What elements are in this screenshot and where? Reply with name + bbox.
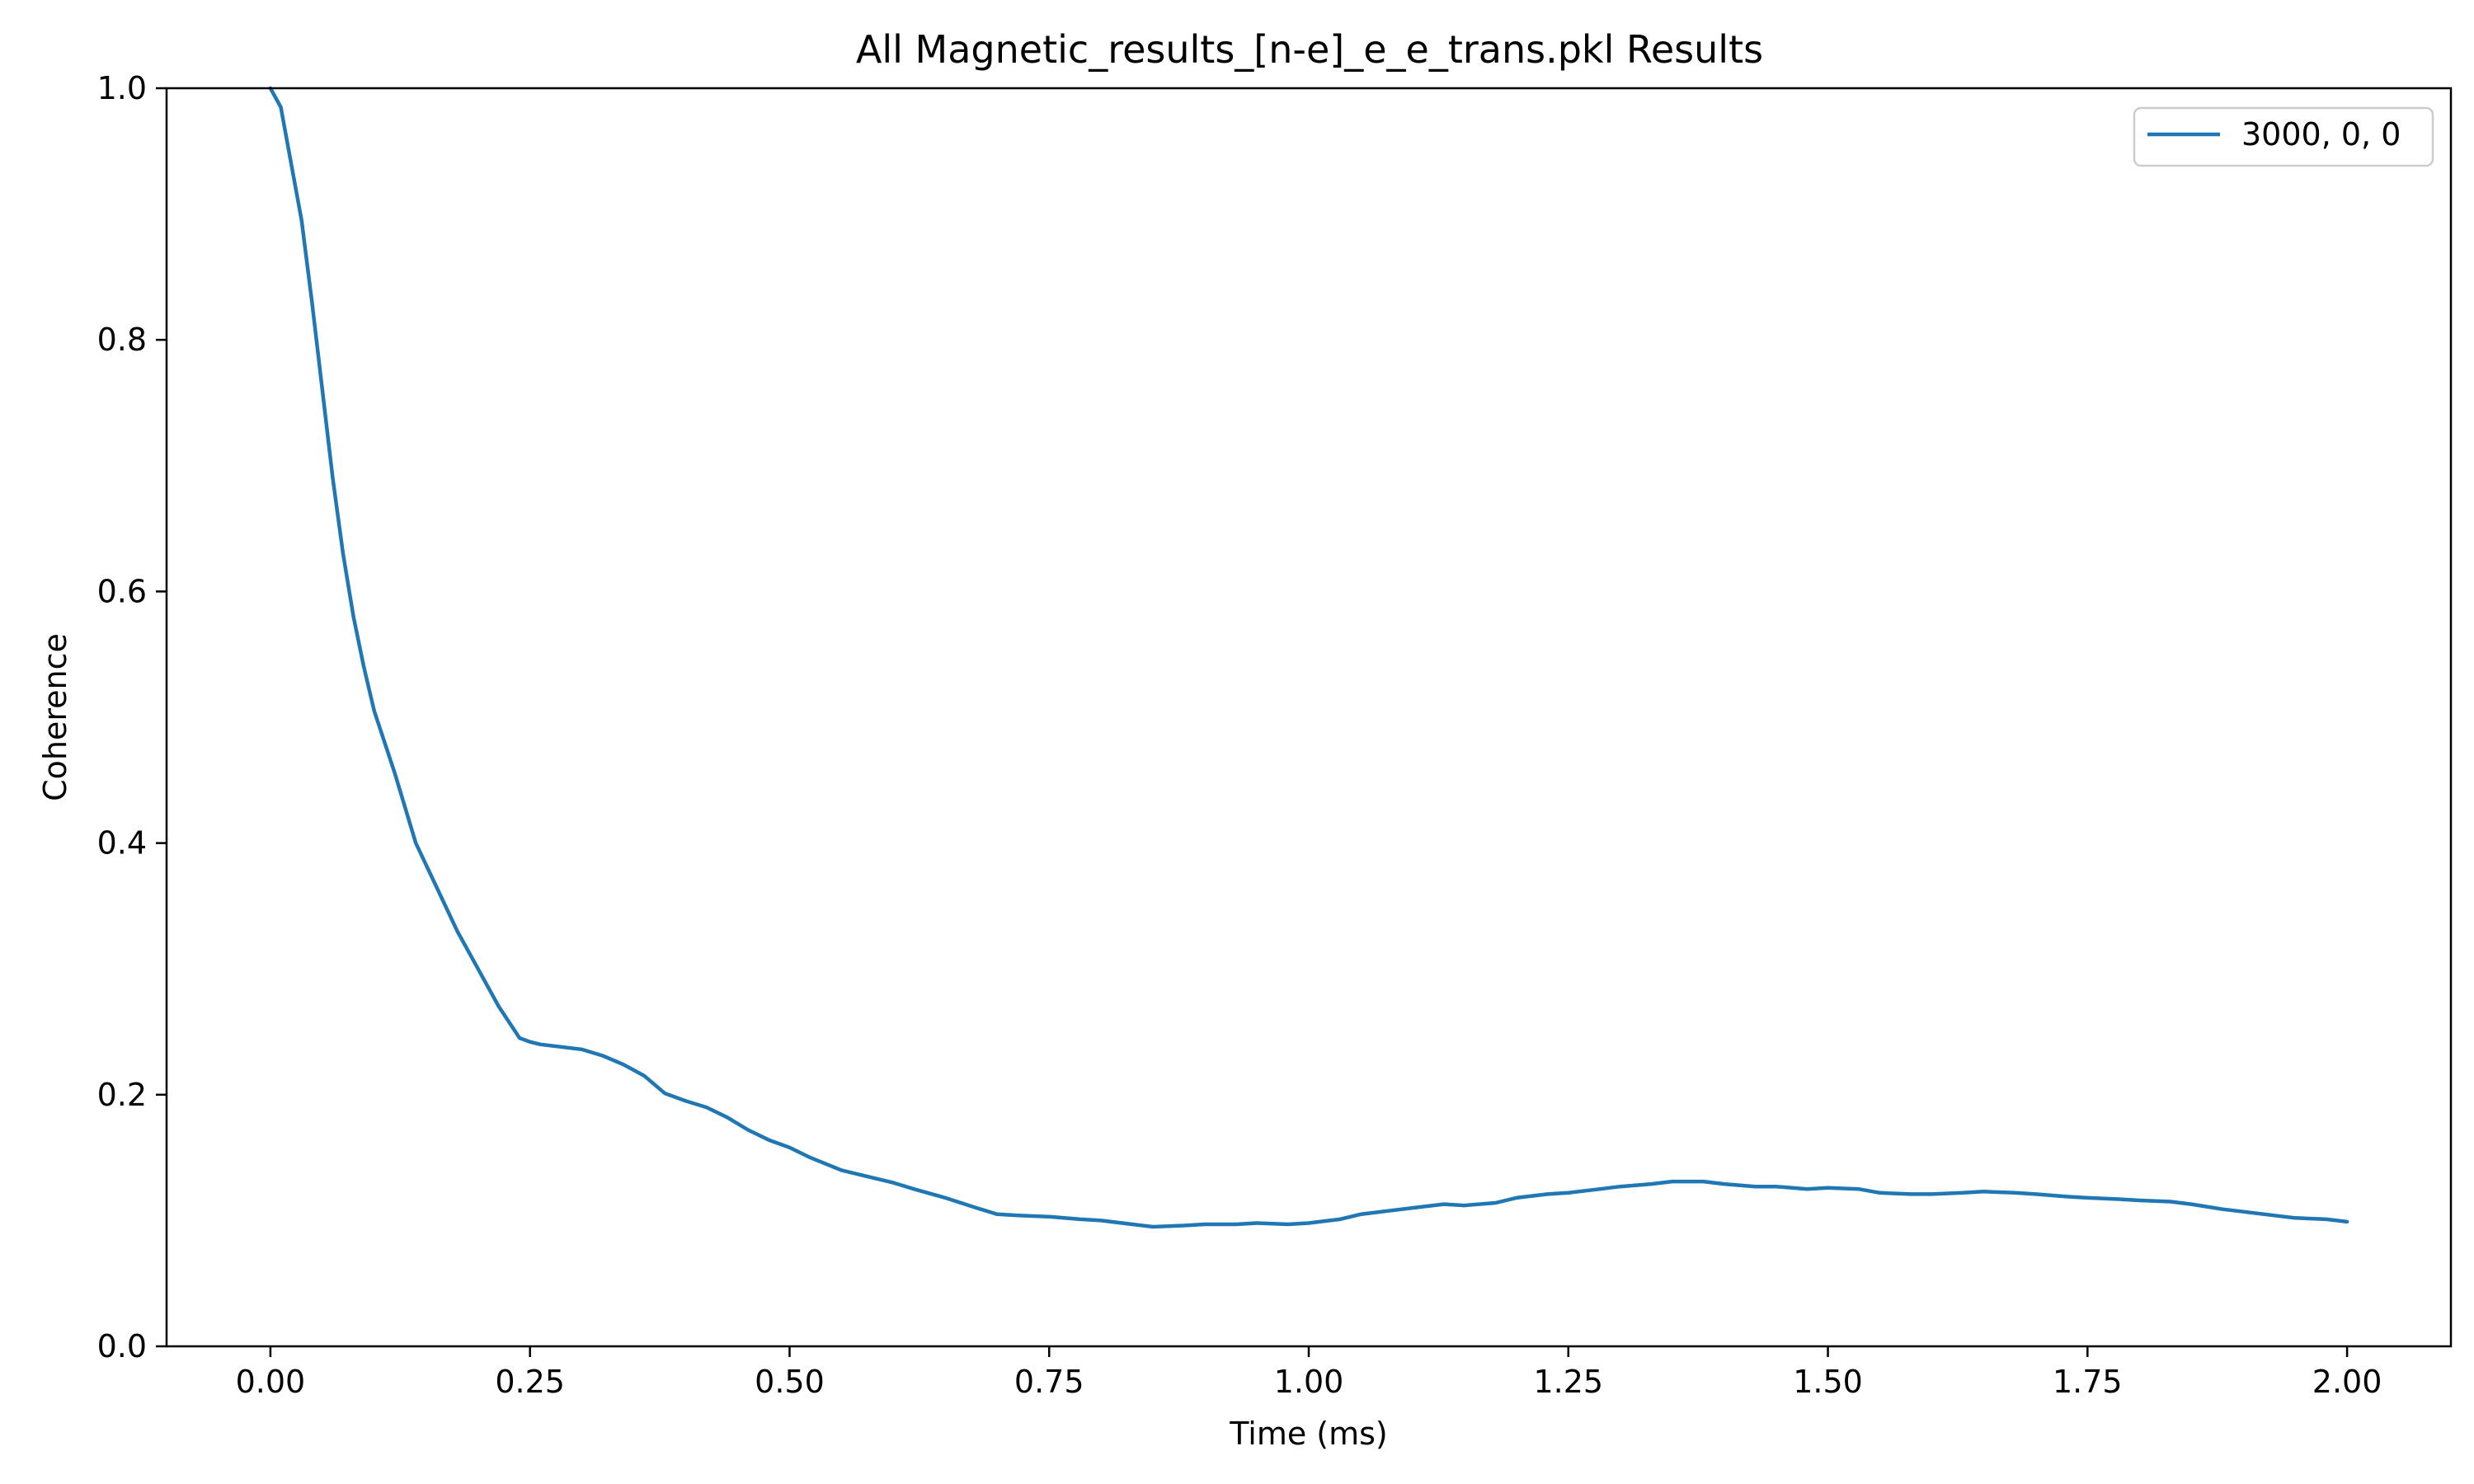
y-tick-label: 1.0	[97, 70, 147, 106]
legend-label: 3000, 0, 0	[2241, 116, 2401, 153]
y-tick-label: 0.8	[97, 322, 147, 358]
x-tick-label: 1.25	[1533, 1364, 1603, 1400]
legend-box	[2133, 106, 2434, 167]
y-tick-label: 0.0	[97, 1328, 147, 1364]
x-tick-label: 0.75	[1014, 1364, 1084, 1400]
plot-area	[268, 86, 2349, 1229]
axes-frame	[165, 87, 2453, 1348]
series-line-3000-0-0	[268, 86, 2349, 1229]
chart-title: All Magnetic_results_[n-e]_e_e_trans.pkl…	[856, 27, 1763, 72]
y-tick-label: 0.6	[97, 573, 147, 609]
legend: 3000, 0, 0	[2133, 106, 2434, 167]
x-tick-label: 2.00	[2312, 1364, 2382, 1400]
x-tick-label: 1.75	[2053, 1364, 2123, 1400]
y-axis-label: Coherence	[37, 633, 73, 801]
y-tick-label: 0.4	[97, 825, 147, 862]
x-tick-label: 1.50	[1793, 1364, 1863, 1400]
y-tick-label: 0.2	[97, 1077, 147, 1113]
x-axis-ticks: 0.00 0.25 0.50 0.75 1.00 1.25 1.50 1.75 2.00	[236, 1346, 2382, 1400]
y-axis-ticks: 0.0 0.2 0.4 0.6 0.8 1.0	[97, 70, 167, 1364]
x-tick-label: 1.00	[1274, 1364, 1344, 1400]
x-axis-label: Time (ms)	[1229, 1416, 1388, 1452]
x-tick-label: 0.50	[755, 1364, 825, 1400]
x-tick-label: 0.00	[236, 1364, 306, 1400]
x-tick-label: 0.25	[495, 1364, 565, 1400]
